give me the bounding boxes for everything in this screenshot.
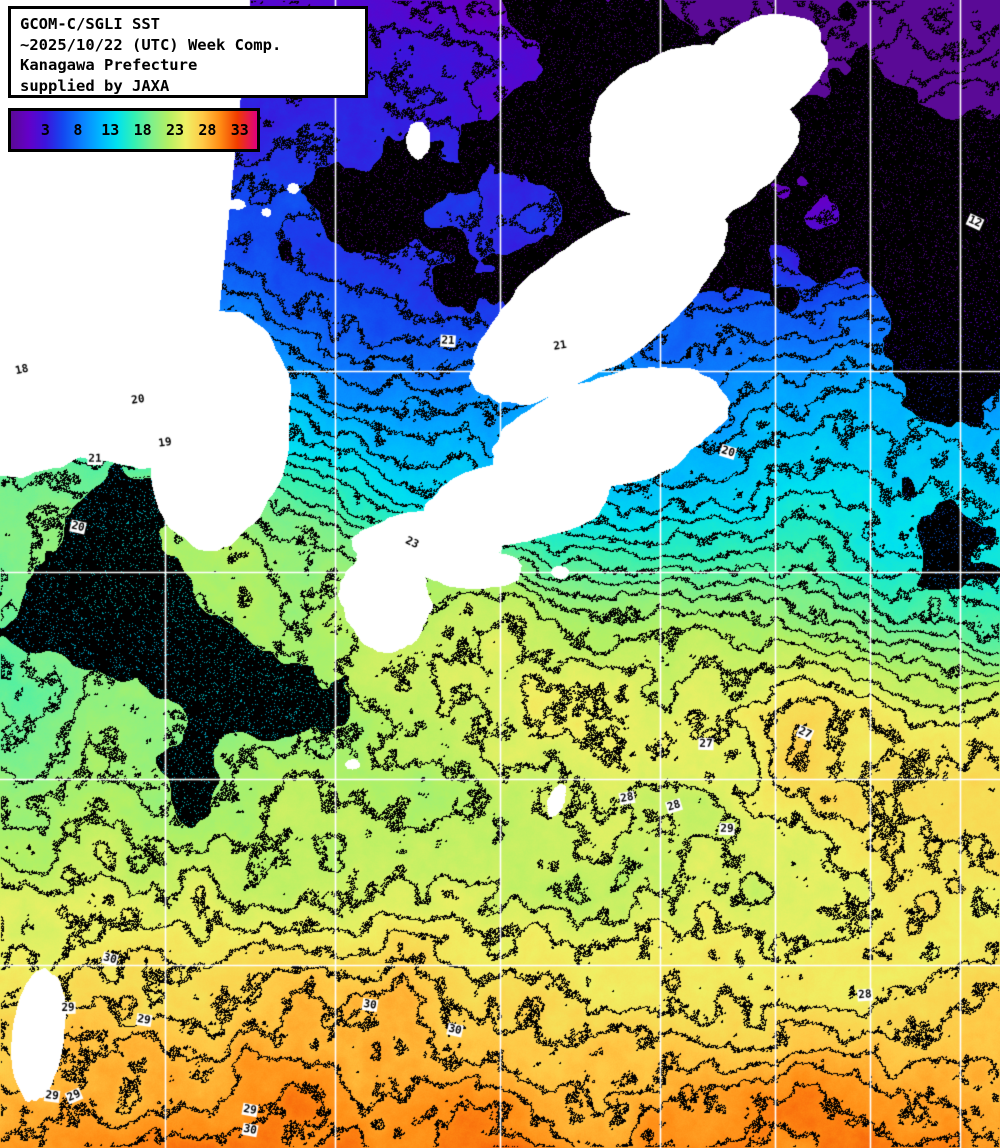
colorbar-tick-8: 8	[73, 121, 83, 139]
header-region-line: Kanagawa Prefecture	[20, 56, 198, 74]
header-supplier-line: supplied by JAXA	[20, 76, 170, 95]
colorbar-tick-28: 28	[198, 121, 217, 139]
sst-colorbar-legend: 3 8 13 18 23 28 33	[8, 108, 260, 152]
colorbar-tick-33: 33	[230, 121, 249, 139]
colorbar-tick-labels: 3 8 13 18 23 28 33	[11, 111, 257, 149]
colorbar-tick-13: 13	[101, 121, 120, 139]
colorbar-gradient	[11, 111, 257, 149]
colorbar-tick-18: 18	[133, 121, 152, 139]
colorbar-tick-23: 23	[165, 121, 185, 139]
header-date-line: ~2025/10/22 (UTC) Week Comp.	[20, 35, 282, 54]
header-info-box: GCOM-C/SGLI SST ~2025/10/22 (UTC) Week C…	[8, 6, 368, 98]
header-title-line1: GCOM-C/SGLI SST	[20, 15, 160, 33]
colorbar-tick-3: 3	[40, 121, 50, 139]
